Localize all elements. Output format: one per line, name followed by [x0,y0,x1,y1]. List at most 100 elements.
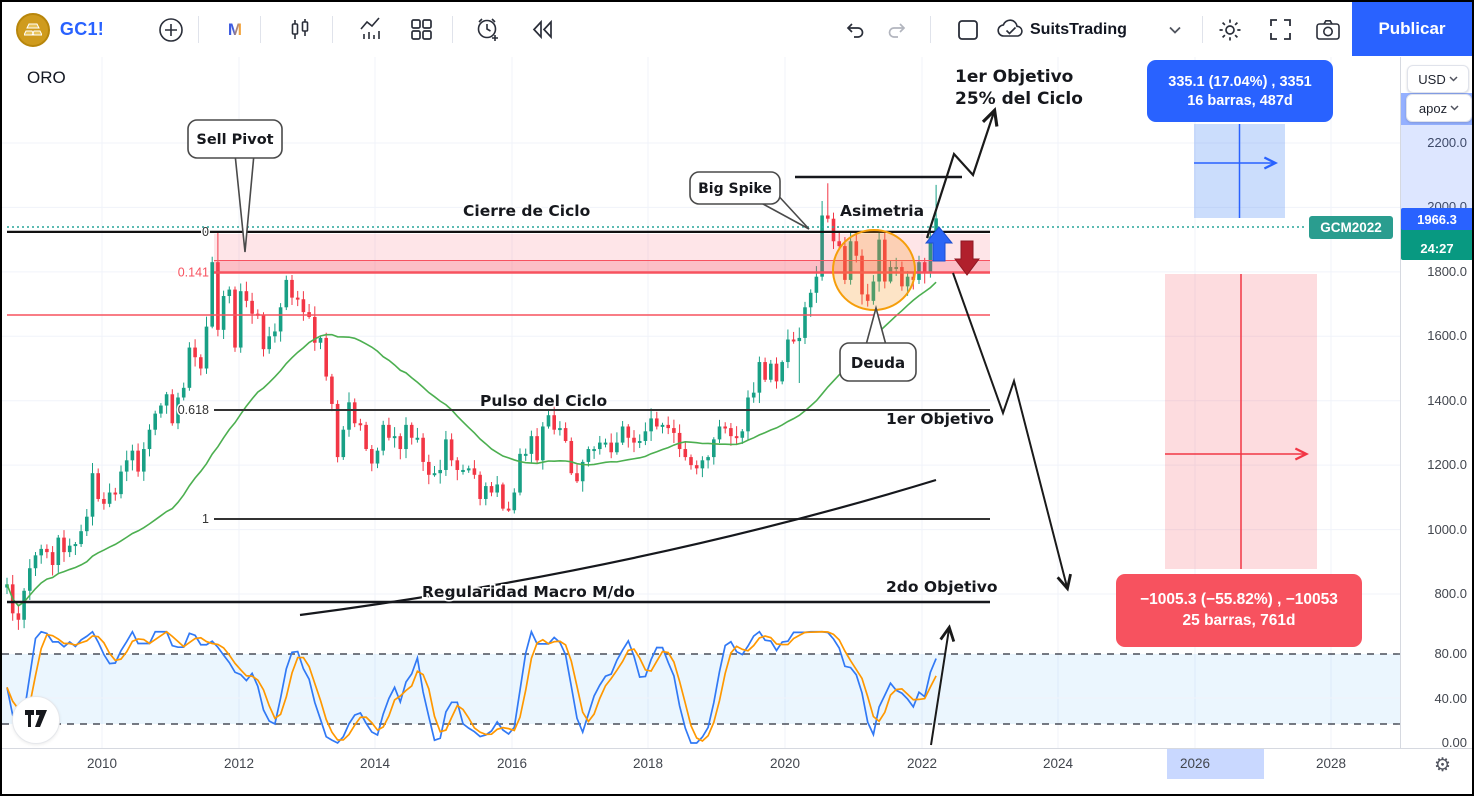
snapshot-button[interactable] [1308,2,1348,57]
measure-up-box[interactable] [1194,124,1285,218]
gold-logo-icon [16,12,50,47]
layout-grid-button[interactable] [402,2,440,57]
measure-up-tooltip: 335.1 (17.04%) , 3351 16 barras, 487d [1147,60,1333,122]
camera-icon [1316,19,1340,40]
year-tick: 2018 [632,756,664,771]
unit-dropdown[interactable]: apoz [1406,94,1472,122]
rewind-icon [532,19,552,40]
axis-settings-gear-icon[interactable]: ⚙ [1434,755,1452,776]
moving-average-line [6,281,937,607]
tradingview-logo[interactable] [12,696,60,744]
price-tick: 1000.0 [1427,521,1467,537]
buy-arrow[interactable] [924,226,954,262]
big-spike-callout[interactable]: Big Spike [689,171,810,230]
chart-style-button[interactable] [282,2,318,57]
measure-up-bars: 16 barras, 487d [1187,92,1293,109]
gear-icon [1219,19,1241,40]
price-tick: 2200.0 [1427,135,1467,150]
chevron-down-icon [1169,26,1181,34]
cloud-sync-button[interactable] [992,2,1030,57]
stochastic-band [2,653,1400,725]
redo-button[interactable] [880,2,914,57]
account-menu-button[interactable] [1162,2,1188,57]
year-tick: 2024 [1042,756,1074,771]
currency-dropdown[interactable]: USD [1407,65,1469,93]
contract-badge: GCM2022 [1309,216,1393,239]
undo-button[interactable] [838,2,872,57]
price-tick: 1200.0 [1427,457,1467,473]
asimetria-label[interactable]: Asimetria [839,201,926,222]
publish-button[interactable]: Publicar [1352,2,1472,56]
target-down-zigzag-arrow[interactable] [952,272,1072,592]
regularidad-label[interactable]: Regularidad Macro M/do [421,582,637,603]
svg-text:Big Spike: Big Spike [698,181,772,197]
measure-down-box[interactable] [1165,274,1317,569]
symbol-logo[interactable] [16,2,50,57]
svg-text:Sell Pivot: Sell Pivot [196,132,273,148]
pulso-del-ciclo-label[interactable]: Pulso del Ciclo [479,391,609,412]
deuda-callout[interactable]: Deuda [839,304,917,382]
svg-text:0: 0 [202,225,209,239]
add-symbol-button[interactable] [154,2,188,57]
symbol-button[interactable]: GC1! [59,19,105,39]
indicators-icon [359,17,380,39]
save-layout-button[interactable] [948,2,988,57]
fullscreen-button[interactable] [1260,2,1300,57]
year-tick: 2020 [769,756,801,771]
sell-pivot-callout[interactable]: Sell Pivot [187,119,283,253]
objetivo1-mid-label[interactable]: 1er Objetivo [885,409,996,430]
fib-retracement: 0 0.141 0.618 1 [7,223,990,527]
account-name[interactable]: SuitsTrading [1030,20,1127,38]
alert-button[interactable] [468,2,508,57]
replay-button[interactable] [522,2,562,57]
chevron-down-icon [1449,76,1458,82]
svg-text:Deuda: Deuda [851,354,905,372]
year-tick: 2026 [1179,756,1211,771]
objetivo2-label[interactable]: 2do Objetivo [885,577,1000,598]
measure-down-tooltip: −1005.3 (−55.82%) , −10053 25 barras, 76… [1116,574,1362,647]
cierre-de-ciclo-label[interactable]: Cierre de Ciclo [462,201,592,222]
redo-icon [888,22,906,38]
time-axis-highlight [1167,749,1264,779]
last-price-badge: 1966.3 [1401,208,1472,230]
price-tick: 800.0 [1434,586,1467,601]
osc-tick: 80.00 [1434,646,1467,661]
oscillator-up-arrow[interactable] [930,624,956,746]
price-axis[interactable]: USD apoz 2200.0 2000.0 1800.0 1600.0 1400.0 1… [1400,57,1472,750]
currency-value: USD [1418,71,1446,87]
year-tick: 2014 [359,756,391,771]
candlestick-icon [291,18,309,39]
undo-icon [846,22,864,38]
price-tick: 1400.0 [1427,392,1467,408]
year-tick: 2016 [496,756,528,771]
macro-trendline[interactable] [299,478,937,617]
price-axis-highlight [1401,125,1472,220]
sell-arrow[interactable] [954,240,980,276]
objetivo1-top-line1[interactable]: 1er Objetivo [954,66,1075,89]
chevron-down-icon [1450,105,1459,111]
symbol-watermark: ORO [27,68,66,87]
cloud-check-icon [997,18,1023,37]
indicators-button[interactable] [352,2,390,57]
year-tick: 2012 [223,756,255,771]
unit-value: apoz [1418,100,1448,116]
measure-up-values: 335.1 (17.04%) , 3351 [1168,73,1312,90]
year-tick: 2010 [86,756,118,771]
target-up-zigzag-arrow[interactable] [925,106,999,239]
layout-square-icon [958,19,978,40]
svg-text:0.141: 0.141 [178,266,209,280]
settings-button[interactable] [1210,2,1250,57]
svg-text:0.618: 0.618 [178,403,209,417]
osc-tick: 0.00 [1441,735,1467,750]
osc-tick: 40.00 [1434,690,1467,706]
debt-circle[interactable] [832,229,916,311]
stochastic-lines [6,629,937,745]
interval-button[interactable]: M [218,2,252,57]
price-tick: 1800.0 [1427,263,1467,279]
top-toolbar: GC1! M [2,2,1472,57]
price-tick: 1600.0 [1427,328,1467,344]
time-axis[interactable]: 2010 2012 2014 2016 2018 2020 2022 2024 2026 2028 [2,748,1472,794]
objetivo1-top-line2[interactable]: 25% del Ciclo [954,88,1085,111]
year-tick: 2022 [906,756,938,771]
